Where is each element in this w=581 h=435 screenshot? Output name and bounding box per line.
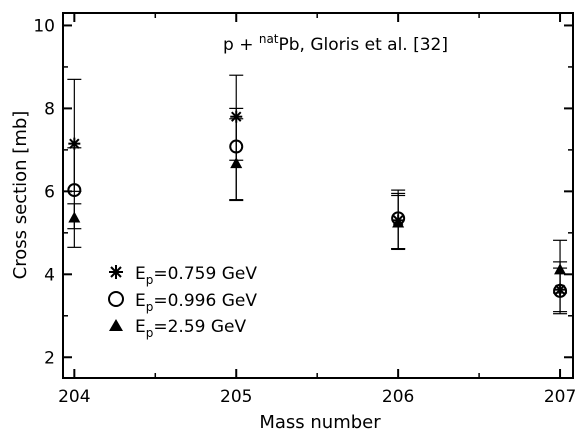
legend-label-1-rest: =0.996 GeV bbox=[153, 291, 257, 311]
point-asterisk bbox=[230, 110, 243, 123]
point-circle bbox=[229, 139, 244, 154]
chart-title: p + natPb, Gloris et al. [32] bbox=[223, 32, 448, 55]
legend-label-2-rest: =2.59 GeV bbox=[153, 317, 246, 337]
x-tick-label: 206 bbox=[382, 387, 414, 407]
data-markers bbox=[67, 110, 568, 298]
legend-label-2-sub: p bbox=[146, 326, 154, 340]
point-triangle bbox=[68, 211, 81, 223]
point-triangle bbox=[230, 157, 243, 169]
x-tick-label: 205 bbox=[220, 387, 252, 407]
point-triangle bbox=[392, 216, 405, 228]
legend-label-2-base: E bbox=[135, 317, 146, 337]
x-axis-label: Mass number bbox=[259, 412, 381, 433]
legend-label-0-base: E bbox=[135, 264, 146, 284]
y-tick-label: 10 bbox=[33, 16, 55, 36]
y-tick-label: 4 bbox=[44, 265, 55, 285]
x-tick-label: 204 bbox=[58, 387, 90, 407]
legend-label-1: Ep=0.996 GeV bbox=[135, 291, 257, 314]
legend-label-1-base: E bbox=[135, 291, 146, 311]
legend-item-2: Ep=2.59 GeV bbox=[109, 317, 247, 340]
axis-ticks bbox=[63, 13, 573, 378]
point-triangle bbox=[554, 263, 567, 275]
legend: Ep=0.759 GeV Ep=0.996 GeV Ep=2.59 GeV bbox=[108, 264, 257, 340]
y-axis-label: Cross section [mb] bbox=[10, 111, 31, 280]
error-bar-series-2 bbox=[67, 203, 82, 248]
point-circle bbox=[553, 283, 568, 298]
legend-marker-triangle bbox=[109, 319, 123, 331]
y-tick-label: 6 bbox=[44, 182, 55, 202]
axis-tick-labels: 204 205 206 207 2 4 6 8 10 bbox=[33, 16, 576, 407]
y-tick-label: 8 bbox=[44, 99, 55, 119]
legend-label-0: Ep=0.759 GeV bbox=[135, 264, 257, 287]
legend-label-0-rest: =0.759 GeV bbox=[153, 264, 257, 284]
legend-item-1: Ep=0.996 GeV bbox=[108, 291, 257, 314]
title-prefix: p + bbox=[223, 35, 259, 55]
title-superscript: nat bbox=[259, 32, 279, 46]
point-circle bbox=[67, 183, 82, 198]
point-asterisk bbox=[68, 137, 81, 150]
legend-item-0: Ep=0.759 GeV bbox=[109, 264, 257, 287]
plot-frame bbox=[62, 12, 574, 379]
legend-marker-asterisk bbox=[109, 265, 123, 279]
legend-label-2: Ep=2.59 GeV bbox=[135, 317, 247, 340]
title-suffix: Pb, Gloris et al. [32] bbox=[279, 35, 449, 55]
legend-label-1-sub: p bbox=[146, 300, 154, 314]
legend-label-0-sub: p bbox=[146, 273, 154, 287]
legend-marker-circle bbox=[108, 291, 124, 307]
x-tick-label: 207 bbox=[544, 387, 576, 407]
y-tick-label: 2 bbox=[44, 348, 55, 368]
